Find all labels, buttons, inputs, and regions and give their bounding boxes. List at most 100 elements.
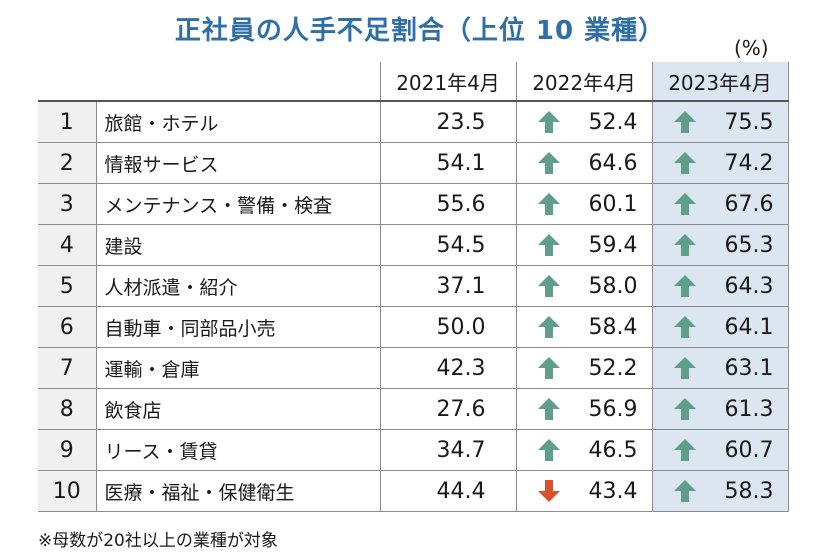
column-header: 2022年4月 — [515, 62, 652, 101]
footnote: ※母数が20社以上の業種が対象 — [38, 531, 278, 551]
rank-cell: 7 — [38, 347, 96, 389]
value-text: 43.4 — [588, 478, 638, 504]
industry-name: リース・賃貸 — [95, 429, 380, 471]
arrow-up-icon — [537, 111, 560, 133]
value-cell: 55.6 — [379, 183, 516, 225]
value-text: 58.3 — [724, 478, 774, 504]
value-cell: 50.0 — [379, 306, 516, 348]
value-text: 54.5 — [436, 232, 486, 258]
value-text: 44.4 — [436, 478, 486, 504]
value-text: 65.3 — [724, 232, 774, 258]
value-text: 64.1 — [724, 314, 774, 340]
shortage-table: 2021年4月 2022年4月 2023年4月 1 旅館・ホテル 23.5 52.4 7… — [38, 62, 789, 512]
value-cell: 65.3 — [651, 224, 789, 266]
rank-cell: 4 — [38, 224, 96, 266]
value-cell: 52.4 — [515, 101, 652, 143]
value-text: 27.6 — [436, 396, 486, 422]
industry-name: 人材派遣・紹介 — [95, 265, 380, 307]
column-header: 2023年4月 — [651, 62, 789, 101]
header-blank — [38, 62, 96, 101]
arrow-up-icon — [673, 111, 696, 133]
table-row: 6 自動車・同部品小売 50.0 58.4 64.1 — [38, 306, 789, 348]
value-cell: 64.3 — [651, 265, 789, 307]
arrow-up-icon — [673, 275, 696, 297]
value-text: 50.0 — [436, 314, 486, 340]
value-text: 60.1 — [588, 191, 638, 217]
value-cell: 74.2 — [651, 142, 789, 184]
value-cell: 63.1 — [651, 347, 789, 389]
header-row: 2021年4月 2022年4月 2023年4月 — [38, 62, 789, 101]
arrow-up-icon — [537, 193, 560, 215]
value-text: 61.3 — [724, 396, 774, 422]
industry-name: 建設 — [95, 224, 380, 266]
rank-cell: 2 — [38, 142, 96, 184]
arrow-up-icon — [673, 316, 696, 338]
table-body: 1 旅館・ホテル 23.5 52.4 75.5 2 情報サービス 54.1 64.6 74.2 3 メ… — [38, 101, 789, 512]
table-row: 8 飲食店 27.6 56.9 61.3 — [38, 388, 789, 430]
arrow-up-icon — [673, 439, 696, 461]
arrow-up-icon — [673, 480, 696, 502]
value-cell: 23.5 — [379, 101, 516, 143]
industry-name: 医療・福祉・保健衛生 — [95, 470, 380, 512]
arrow-up-icon — [537, 234, 560, 256]
arrow-up-icon — [537, 357, 560, 379]
value-text: 63.1 — [724, 355, 774, 381]
value-cell: 60.7 — [651, 429, 789, 471]
value-text: 23.5 — [436, 109, 486, 135]
value-text: 34.7 — [436, 437, 486, 463]
value-text: 74.2 — [724, 150, 774, 176]
value-cell: 34.7 — [379, 429, 516, 471]
value-cell: 54.1 — [379, 142, 516, 184]
industry-name: 自動車・同部品小売 — [95, 306, 380, 348]
value-text: 64.3 — [724, 273, 774, 299]
value-text: 59.4 — [588, 232, 638, 258]
value-cell: 27.6 — [379, 388, 516, 430]
value-cell: 67.6 — [651, 183, 789, 225]
chart-title: 正社員の人手不足割合（上位 10 業種） — [174, 16, 666, 46]
arrow-up-icon — [537, 398, 560, 420]
value-text: 75.5 — [724, 109, 774, 135]
header-blank — [96, 62, 380, 101]
table-row: 1 旅館・ホテル 23.5 52.4 75.5 — [38, 101, 789, 143]
value-text: 60.7 — [724, 437, 774, 463]
value-cell: 58.3 — [651, 470, 789, 512]
arrow-up-icon — [673, 357, 696, 379]
industry-name: 運輸・倉庫 — [95, 347, 380, 389]
value-cell: 42.3 — [379, 347, 516, 389]
value-text: 52.4 — [588, 109, 638, 135]
table-row: 2 情報サービス 54.1 64.6 74.2 — [38, 142, 789, 184]
value-text: 52.2 — [588, 355, 638, 381]
arrow-up-icon — [673, 152, 696, 174]
industry-name: 旅館・ホテル — [95, 101, 380, 143]
arrow-up-icon — [537, 152, 560, 174]
arrow-down-icon — [537, 480, 560, 502]
table-row: 10 医療・福祉・保健衛生 44.4 43.4 58.3 — [38, 470, 789, 512]
table-row: 7 運輸・倉庫 42.3 52.2 63.1 — [38, 347, 789, 389]
value-text: 58.4 — [588, 314, 638, 340]
rank-cell: 5 — [38, 265, 96, 307]
arrow-up-icon — [537, 439, 560, 461]
value-text: 54.1 — [436, 150, 486, 176]
value-cell: 37.1 — [379, 265, 516, 307]
value-cell: 58.0 — [515, 265, 652, 307]
value-text: 67.6 — [724, 191, 774, 217]
value-text: 55.6 — [436, 191, 486, 217]
value-cell: 58.4 — [515, 306, 652, 348]
value-cell: 56.9 — [515, 388, 652, 430]
column-header: 2021年4月 — [379, 62, 516, 101]
value-cell: 43.4 — [515, 470, 652, 512]
unit-label: (%) — [734, 36, 769, 60]
value-text: 58.0 — [588, 273, 638, 299]
value-cell: 75.5 — [651, 101, 789, 143]
value-cell: 64.6 — [515, 142, 652, 184]
rank-cell: 1 — [38, 101, 96, 143]
value-cell: 46.5 — [515, 429, 652, 471]
value-text: 56.9 — [588, 396, 638, 422]
value-text: 46.5 — [588, 437, 638, 463]
value-cell: 60.1 — [515, 183, 652, 225]
industry-name: 飲食店 — [95, 388, 380, 430]
rank-cell: 10 — [38, 470, 96, 512]
arrow-up-icon — [537, 316, 560, 338]
arrow-up-icon — [537, 275, 560, 297]
rank-cell: 3 — [38, 183, 96, 225]
